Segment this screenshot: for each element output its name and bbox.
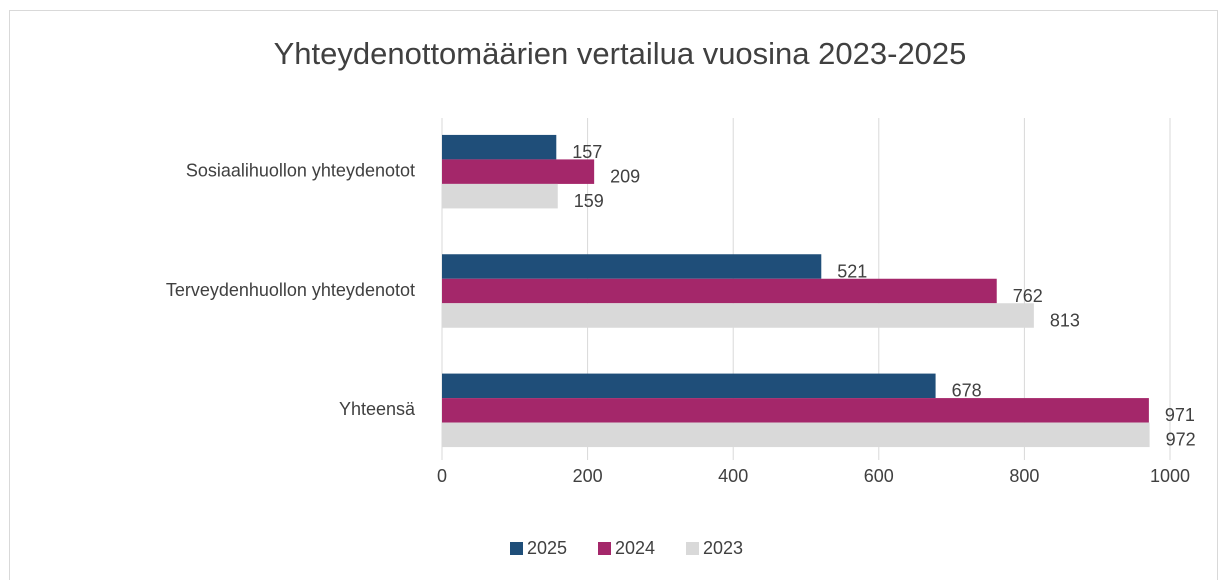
data-label: 157 [572, 142, 602, 162]
data-label: 159 [574, 191, 604, 211]
bar [442, 373, 936, 399]
chart-title: Yhteydenottomäärien vertailua vuosina 20… [274, 36, 967, 71]
bar [442, 254, 822, 279]
legend-label: 2023 [703, 538, 743, 558]
bar [442, 422, 1150, 448]
bar [442, 278, 997, 304]
category-label: Sosiaalihuollon yhteydenotot [186, 160, 415, 180]
category-label: Terveydenhuollon yhteydenotot [166, 280, 415, 300]
data-label: 972 [1166, 430, 1196, 450]
data-label: 813 [1050, 310, 1080, 330]
x-tick-label: 0 [437, 466, 447, 486]
legend-label: 2024 [615, 538, 655, 558]
x-tick-label: 400 [718, 466, 748, 486]
bar [442, 183, 558, 209]
legend-label: 2025 [527, 538, 567, 558]
legend-swatch [510, 542, 523, 555]
data-label: 971 [1165, 405, 1195, 425]
x-tick-label: 800 [1009, 466, 1039, 486]
x-tick-label: 200 [573, 466, 603, 486]
legend-swatch [686, 542, 699, 555]
bar [442, 303, 1034, 328]
bar [442, 159, 595, 184]
data-label: 678 [952, 381, 982, 401]
category-label: Yhteensä [339, 399, 416, 419]
bar [442, 134, 557, 160]
data-label: 521 [837, 261, 867, 281]
x-tick-label: 1000 [1150, 466, 1190, 486]
bar [442, 398, 1149, 423]
legend-swatch [598, 542, 611, 555]
x-tick-label: 600 [864, 466, 894, 486]
data-label: 209 [610, 166, 640, 186]
data-label: 762 [1013, 286, 1043, 306]
